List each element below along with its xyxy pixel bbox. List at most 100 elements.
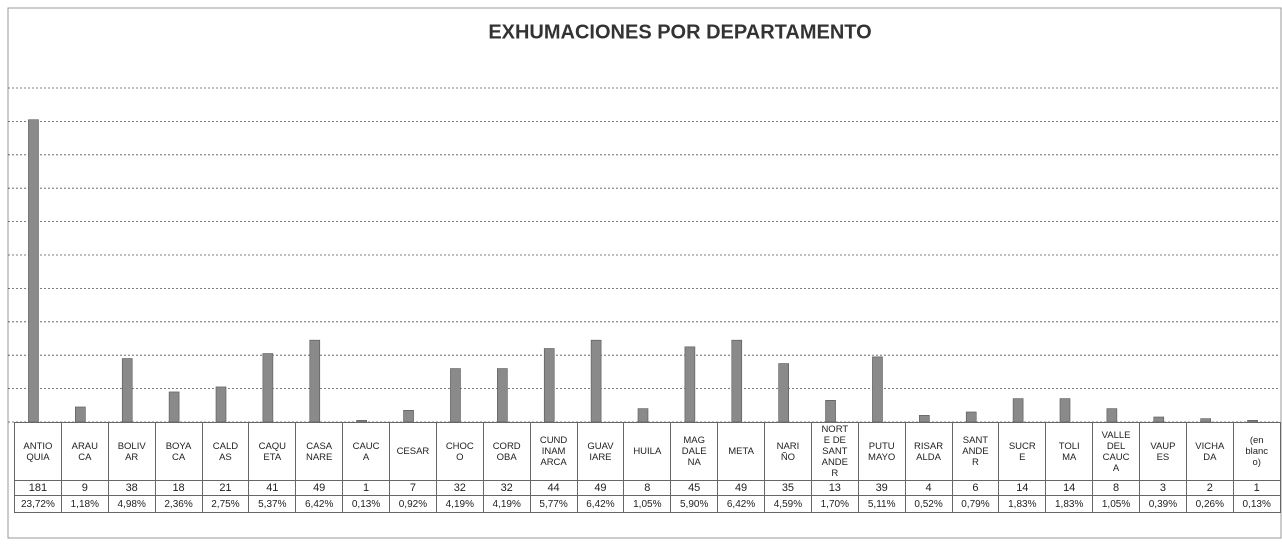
bar	[637, 408, 649, 423]
bar	[75, 406, 86, 423]
percent-label: 4,59%	[764, 495, 812, 513]
value-label: 1	[1232, 480, 1281, 496]
value-label: 45	[670, 480, 719, 496]
category-label: VAUP ES	[1139, 422, 1187, 481]
percent-label: 1,83%	[998, 495, 1047, 513]
percent-label: 1,18%	[60, 495, 109, 513]
category-label: HUILA	[623, 422, 672, 481]
bar	[262, 353, 274, 423]
category-label: CORD OBA	[482, 422, 531, 481]
category-label: ARAU CA	[60, 422, 109, 481]
value-label: 1	[342, 480, 390, 496]
category-label: BOYA CA	[154, 422, 203, 481]
category-label: GUAV IARE	[576, 422, 625, 481]
value-label: 49	[576, 480, 625, 496]
percent-label: 4,19%	[482, 495, 531, 513]
chart-border	[7, 7, 1282, 539]
value-label: 32	[435, 480, 484, 496]
value-label: 44	[529, 480, 578, 496]
bar	[497, 368, 508, 423]
bar	[309, 339, 321, 423]
value-label: 41	[248, 480, 297, 496]
bar	[825, 399, 836, 423]
category-label: ANTIO QUIA	[14, 422, 62, 481]
percent-label: 1,05%	[623, 495, 672, 513]
value-label: 35	[764, 480, 812, 496]
chart-title: EXHUMACIONES POR DEPARTAMENTO	[488, 21, 871, 43]
percent-label: 1,83%	[1045, 495, 1094, 513]
percent-label: 1,70%	[810, 495, 859, 513]
bar	[1012, 398, 1024, 423]
data-table: ANTIO QUIA ARAU CA BOLIV AR BOYA CA CALD AS C…	[14, 422, 1281, 513]
category-label: PUTU MAYO	[857, 422, 906, 481]
value-label: 8	[623, 480, 672, 496]
category-label: CAQU ETA	[248, 422, 297, 481]
percent-label: 5,37%	[248, 495, 297, 513]
percent-label: 4,98%	[107, 495, 156, 513]
value-label: 3	[1139, 480, 1187, 496]
bar	[543, 348, 555, 423]
category-label: BOLIV AR	[107, 422, 156, 481]
category-label: SANT ANDE R	[951, 422, 1000, 481]
bar	[1059, 398, 1071, 423]
bar	[965, 411, 977, 423]
percent-label: 2,36%	[154, 495, 203, 513]
bar	[590, 339, 602, 423]
bar	[684, 346, 696, 423]
percent-label: 5,77%	[529, 495, 578, 513]
bar	[28, 119, 39, 423]
bar	[1153, 416, 1165, 423]
bar	[356, 420, 367, 423]
value-label: 13	[810, 480, 859, 496]
category-label: VALLE DEL CAUC A	[1092, 422, 1140, 481]
percent-label: 2,75%	[201, 495, 250, 513]
value-label: 181	[14, 480, 62, 496]
percent-label: 6,42%	[295, 495, 344, 513]
value-label: 21	[201, 480, 250, 496]
percent-label: 0,13%	[342, 495, 390, 513]
category-label: (en blanc o)	[1232, 422, 1281, 481]
percent-label: 0,92%	[389, 495, 437, 513]
bar	[1106, 408, 1118, 423]
value-label: 7	[389, 480, 437, 496]
bar	[121, 358, 133, 423]
bar	[215, 386, 227, 423]
value-label: 49	[295, 480, 344, 496]
percent-label: 4,19%	[435, 495, 484, 513]
percent-label: 0,79%	[951, 495, 1000, 513]
bar	[168, 391, 180, 423]
category-label: TOLI MA	[1045, 422, 1094, 481]
bar	[731, 339, 743, 423]
percent-label: 0,13%	[1232, 495, 1281, 513]
bar	[450, 368, 461, 423]
value-label: 9	[60, 480, 109, 496]
category-label: CALD AS	[201, 422, 250, 481]
category-label: CUND INAM ARCA	[529, 422, 578, 481]
percent-label: 0,52%	[904, 495, 953, 513]
percent-label: 0,39%	[1139, 495, 1187, 513]
value-label: 32	[482, 480, 531, 496]
category-label: META	[717, 422, 765, 481]
value-label: 14	[998, 480, 1047, 496]
bar	[778, 363, 789, 423]
percent-label: 5,11%	[857, 495, 906, 513]
category-label: NORT E DE SANT ANDE R	[810, 422, 859, 481]
percent-label: 23,72%	[14, 495, 62, 513]
value-label: 14	[1045, 480, 1094, 496]
category-label: VICHA DA	[1185, 422, 1234, 481]
value-label: 49	[717, 480, 765, 496]
value-label: 8	[1092, 480, 1140, 496]
category-label: CASA NARE	[295, 422, 344, 481]
percent-label: 1,05%	[1092, 495, 1140, 513]
percent-label: 0,26%	[1185, 495, 1234, 513]
percent-label: 6,42%	[576, 495, 625, 513]
value-label: 39	[857, 480, 906, 496]
value-label: 38	[107, 480, 156, 496]
percent-label: 5,90%	[670, 495, 719, 513]
category-row: ANTIO QUIA ARAU CA BOLIV AR BOYA CA CALD AS C…	[14, 422, 1281, 481]
category-label: NARI ÑO	[764, 422, 812, 481]
value-row: 181 9 38 18 21 41 49 1 7 32 32 44 49 8 45 49 35 13 39 4 6 14 1…	[14, 480, 1281, 496]
category-label: CAUC A	[342, 422, 390, 481]
bar	[919, 415, 930, 423]
